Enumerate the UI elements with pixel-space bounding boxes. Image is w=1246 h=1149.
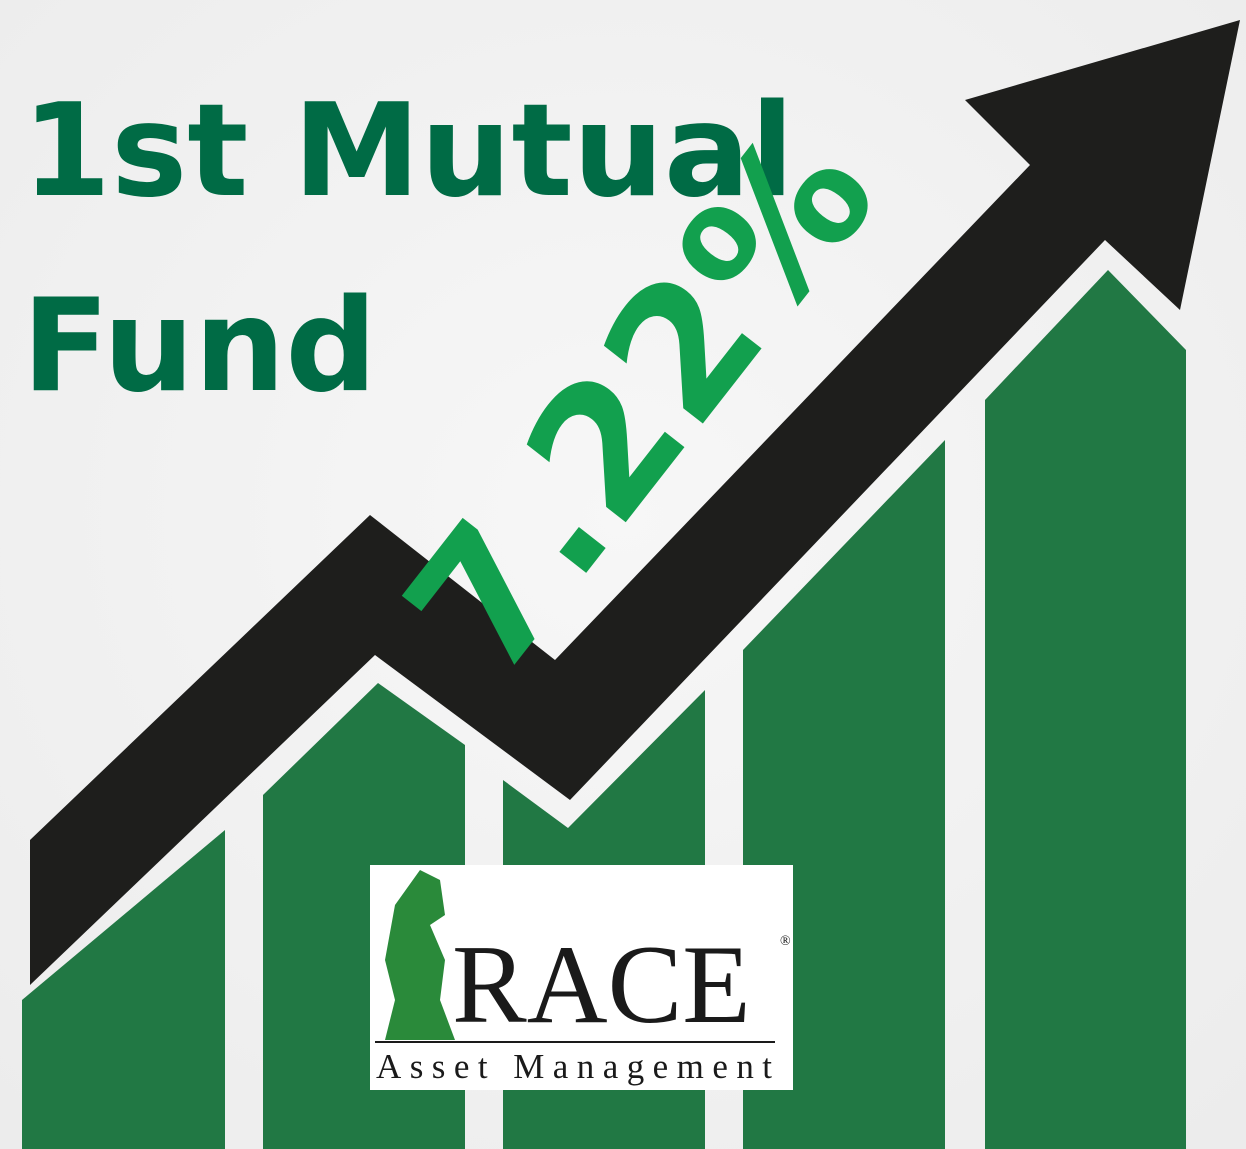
title-line: Fund <box>22 272 377 421</box>
bar <box>985 270 1186 1149</box>
title-line: 1st Mutual <box>22 77 794 226</box>
trend-arrow <box>30 20 1240 985</box>
logo-mark: ® <box>780 934 791 949</box>
knight-icon <box>385 870 455 1040</box>
logo-name: RACE <box>452 923 751 1047</box>
logo: RACE ® Asset Management <box>370 865 793 1090</box>
bar <box>743 440 945 1149</box>
bar <box>22 830 225 1149</box>
